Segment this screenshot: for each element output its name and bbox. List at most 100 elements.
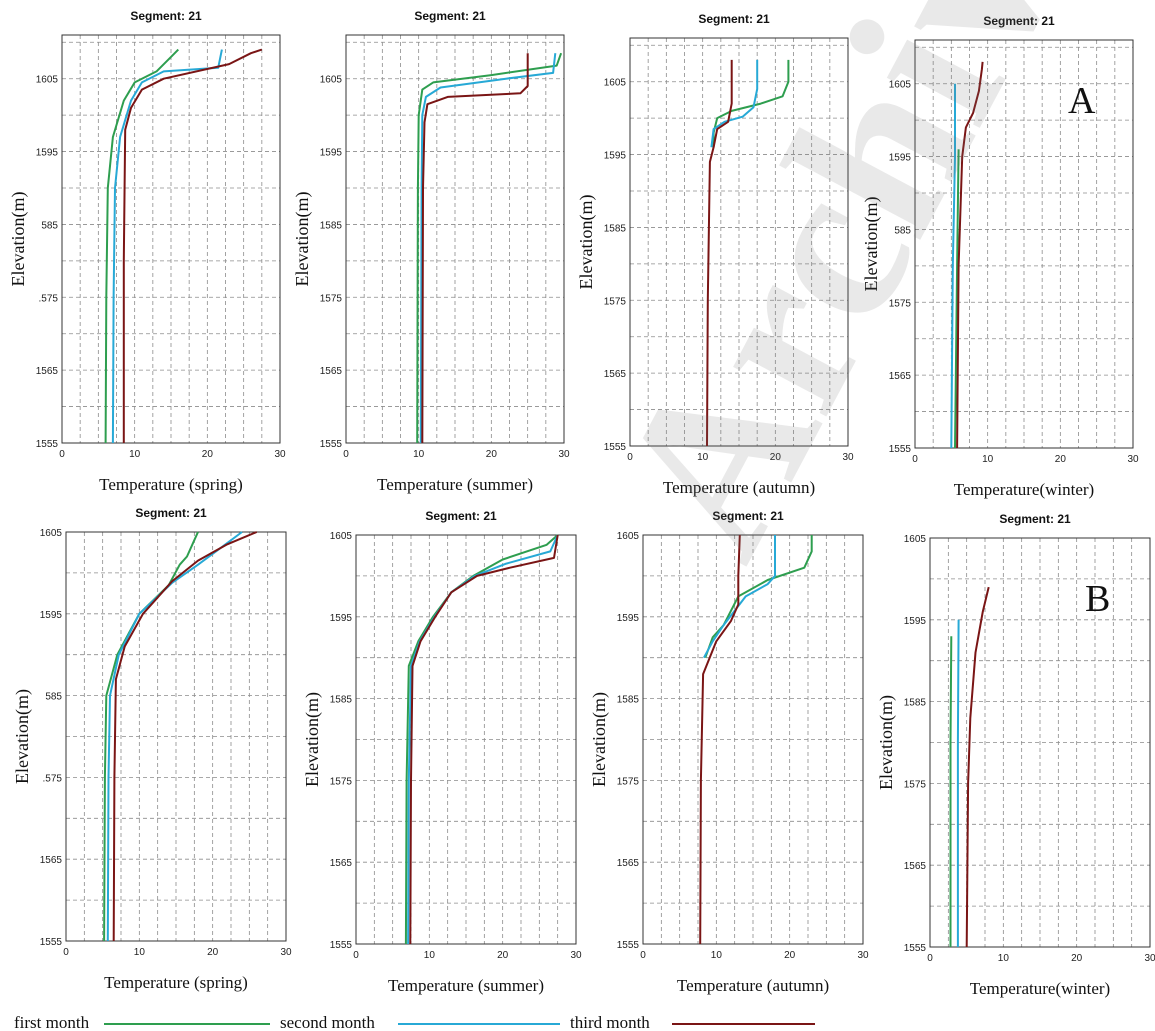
- y-tick-label: 1555: [36, 439, 59, 450]
- y-tick-label: 1565: [604, 369, 627, 380]
- chart-panel-1: 0 10 20 30 1555 1565 .575 585 1595 1605 Segment: 2…: [8, 9, 286, 494]
- x-tick-label: 20: [207, 947, 219, 958]
- y-axis-label: Elevation(m): [589, 692, 610, 787]
- plot-frame: [642, 534, 864, 945]
- y-tick-label: 1595: [36, 148, 59, 159]
- y-tick-label: 1605: [40, 528, 63, 539]
- x-tick-label: 0: [343, 449, 349, 460]
- y-tick-label: 1585: [330, 695, 353, 706]
- y-tick-label: 1565: [40, 855, 63, 866]
- y-tick-label: 1605: [904, 534, 927, 545]
- chart-panel-8: 0 10 20 30 1555 1565 1575 1585 1595 1605 Segment: …: [876, 512, 1155, 998]
- plot-frame: [345, 34, 565, 444]
- y-axis-label: Elevation(m): [292, 192, 313, 287]
- series-line-second-month: [710, 59, 759, 148]
- chart-panel-4: 0 10 20 30 1555 1565 1575 585 1595 1605 Segment: 2…: [861, 14, 1139, 499]
- x-tick-label: 30: [570, 950, 582, 961]
- plot-frame: [65, 531, 287, 942]
- y-tick-label: 1605: [604, 78, 627, 89]
- x-tick-label: 0: [627, 452, 633, 463]
- chart-title: Segment: 21: [712, 509, 784, 523]
- y-tick-label: 1565: [617, 858, 640, 869]
- chart-panel-3: 0 10 20 30 1555 1565 1575 1585 1595 1605 Segment: …: [576, 12, 854, 497]
- y-tick-label: 1575: [320, 293, 343, 304]
- series-line-second-month: [956, 619, 960, 947]
- x-axis-label: Temperature (autumn): [663, 478, 815, 497]
- chart-title: Segment: 21: [135, 506, 207, 520]
- legend-item: second month: [280, 1013, 560, 1031]
- series-line-third-month: [956, 61, 984, 449]
- x-tick-label: 30: [857, 950, 869, 961]
- x-tick-label: 30: [842, 452, 854, 463]
- series-line-second-month: [111, 49, 223, 444]
- panel-group-label: B: [1085, 578, 1110, 620]
- plot-frame: [929, 537, 1151, 948]
- y-tick-label: 1575: [617, 776, 640, 787]
- x-tick-label: 10: [129, 449, 141, 460]
- series-line-third-month: [699, 534, 741, 945]
- y-tick-label: 1595: [320, 148, 343, 159]
- x-axis-label: Temperature(winter): [970, 979, 1110, 998]
- y-tick-label: 1575: [889, 298, 912, 309]
- y-tick-label: 1585: [617, 695, 640, 706]
- x-axis-label: Temperature (summer): [377, 475, 533, 494]
- series-line-first-month: [712, 59, 790, 148]
- x-tick-label: 20: [1055, 454, 1067, 465]
- y-tick-label: 1595: [904, 616, 927, 627]
- y-tick-label: .575: [39, 293, 59, 304]
- legend: first month second month third month: [14, 1013, 815, 1031]
- y-tick-label: 1555: [320, 439, 343, 450]
- x-tick-label: 30: [1144, 953, 1155, 964]
- y-tick-label: 1595: [330, 613, 353, 624]
- y-tick-label: 585: [894, 225, 911, 236]
- x-axis-label: Temperature (spring): [104, 973, 248, 992]
- y-tick-label: 1605: [330, 531, 353, 542]
- y-axis-label: Elevation(m): [12, 689, 33, 784]
- x-tick-label: 0: [63, 947, 69, 958]
- chart-panel-2: 0 10 20 30 1555 1565 1575 1585 1595 1605 Segment: …: [292, 9, 570, 494]
- x-tick-label: 0: [927, 953, 933, 964]
- plot-frame: [629, 37, 849, 447]
- panel-group-label: A: [1068, 80, 1096, 122]
- y-tick-label: 1575: [904, 779, 927, 790]
- y-tick-label: 1575: [330, 776, 353, 787]
- y-tick-label: 1555: [604, 442, 627, 453]
- chart-title: Segment: 21: [999, 512, 1071, 526]
- x-tick-label: 30: [1127, 454, 1139, 465]
- series-line-second-month: [950, 83, 956, 449]
- legend-label: third month: [570, 1013, 650, 1031]
- x-tick-label: 10: [697, 452, 709, 463]
- y-tick-label: 1555: [330, 940, 353, 951]
- series-line-second-month: [106, 531, 243, 942]
- plot-frame: [914, 39, 1134, 449]
- y-axis-label: Elevation(m): [861, 197, 882, 292]
- x-tick-label: 0: [353, 950, 359, 961]
- legend-label: first month: [14, 1013, 90, 1031]
- series-line-first-month: [949, 636, 953, 947]
- x-tick-label: 20: [1071, 953, 1083, 964]
- x-tick-label: 30: [274, 449, 286, 460]
- y-tick-label: 1565: [330, 858, 353, 869]
- y-tick-label: 1575: [604, 296, 627, 307]
- series-line-third-month: [706, 59, 733, 447]
- series-line-third-month: [409, 534, 559, 945]
- series-line-second-month: [419, 53, 557, 444]
- y-tick-label: 1585: [320, 220, 343, 231]
- y-axis-label: Elevation(m): [302, 692, 323, 787]
- y-tick-label: 1555: [617, 940, 640, 951]
- y-tick-label: 585: [41, 220, 58, 231]
- y-axis-label: Elevation(m): [576, 195, 597, 290]
- y-tick-label: 1585: [904, 698, 927, 709]
- series-line-third-month: [965, 586, 990, 948]
- y-tick-label: 1595: [604, 151, 627, 162]
- y-tick-label: 1555: [40, 937, 63, 948]
- x-tick-label: 10: [982, 454, 994, 465]
- x-axis-label: Temperature(winter): [954, 480, 1094, 499]
- x-tick-label: 10: [424, 950, 436, 961]
- chart-title: Segment: 21: [425, 509, 497, 523]
- x-tick-label: 0: [59, 449, 65, 460]
- chart-title: Segment: 21: [698, 12, 770, 26]
- y-tick-label: 1605: [889, 80, 912, 91]
- series-line-third-month: [122, 48, 263, 443]
- x-tick-label: 20: [497, 950, 509, 961]
